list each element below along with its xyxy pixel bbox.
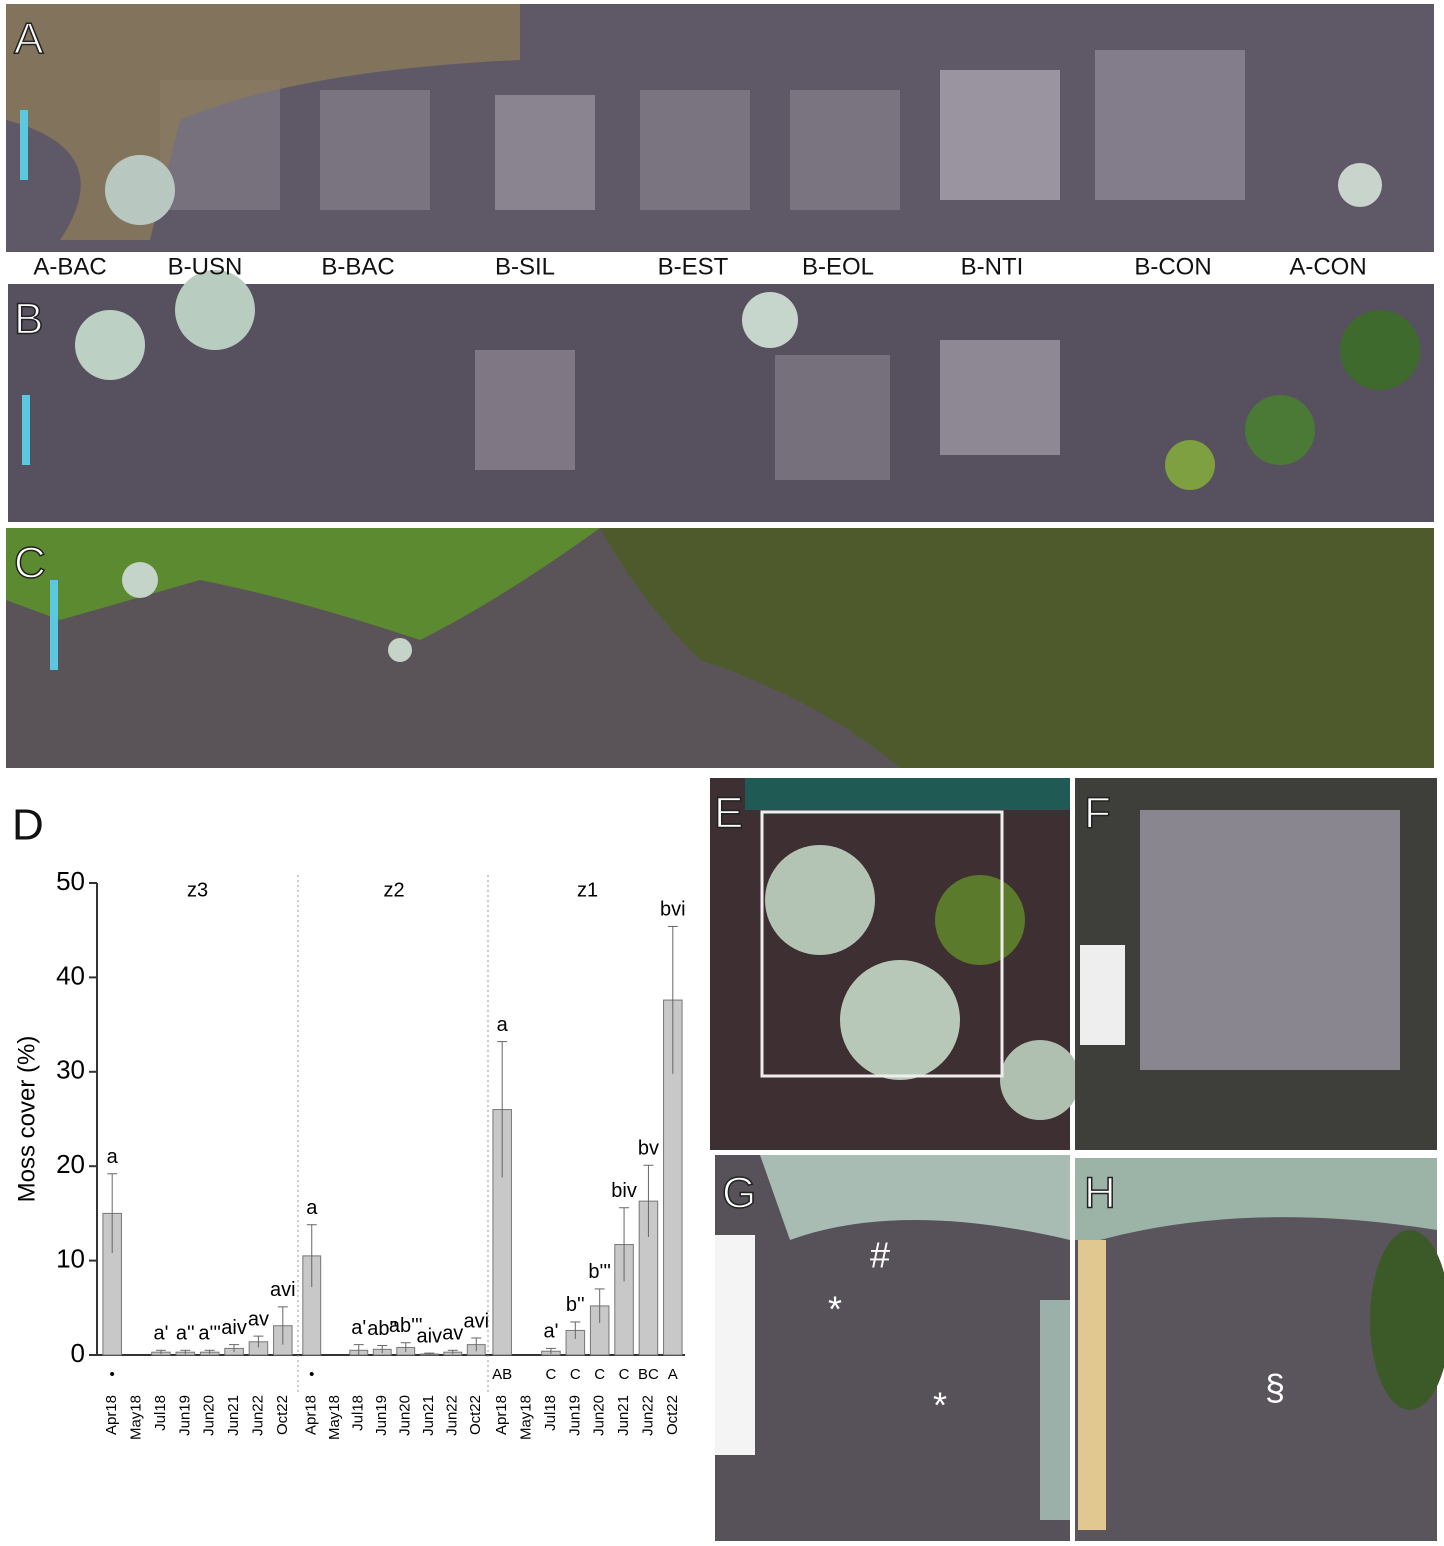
y-tick-label: 30 [56,1055,85,1085]
photo-h [1075,1158,1444,1541]
treatment-label: B-BAC [321,253,394,280]
significance-letter: a [306,1197,318,1219]
photo-e [710,778,1080,1150]
photo-mark: * [828,1289,842,1330]
x-tick-label: Jun22 [444,1395,461,1436]
significance-letter: a [107,1146,119,1168]
x-tick-label: Jun21 [420,1395,437,1436]
significance-letter: biv [611,1180,637,1202]
panel-title: z3 [187,879,208,901]
y-tick-label: 0 [71,1338,85,1368]
x-tick-label: May18 [128,1395,145,1440]
treatment-label: B-EST [658,253,729,280]
treatment-label: B-SIL [495,253,555,280]
significance-letter: b''' [588,1261,611,1283]
x-tick-label: Apr18 [493,1395,510,1435]
panel-label: G [722,1169,756,1218]
panel-title: z1 [577,879,598,901]
treatment-label: B-USN [168,253,243,280]
treatment-label: B-EOL [802,253,874,280]
treatment-label: A-BAC [33,253,106,280]
x-tick-label: Jun20 [201,1395,218,1436]
y-tick-label: 50 [56,866,85,896]
x-tick-label: Jun20 [397,1395,414,1436]
photo-mark: # [870,1235,890,1276]
group-label: C [546,1366,557,1383]
significance-letter: a [497,1014,509,1036]
x-tick-label: Jul18 [152,1395,169,1431]
y-axis-label: Moss cover (%) [13,1036,40,1203]
x-tick-label: May18 [326,1395,343,1440]
significance-letter: aiv [221,1317,247,1339]
x-tick-label: May18 [518,1395,535,1440]
significance-letter: bvi [660,899,686,921]
panel-label: F [1084,789,1111,838]
significance-letter: avi [270,1279,296,1301]
photo-mark: * [933,1385,947,1426]
significance-letter: a'' [176,1323,195,1345]
panel-label: C [14,539,46,588]
photo-a [6,4,1434,252]
x-tick-label: Jul18 [350,1395,367,1431]
x-tick-label: Jun22 [249,1395,266,1436]
figure: A B C D E F G H # * * § A-BAC B-USN B-BAC B… [0,0,1444,1541]
panel-label: B [14,295,43,344]
panel-label: H [1084,1169,1116,1218]
y-tick-label: 40 [56,960,85,990]
group-label: C [570,1366,581,1383]
x-tick-label: Oct22 [467,1395,484,1435]
x-tick-label: Apr18 [303,1395,320,1435]
x-tick-label: Jun19 [176,1395,193,1436]
significance-letter: avi [463,1310,489,1332]
significance-letter: bv [638,1138,659,1160]
treatment-label: A-CON [1289,253,1366,280]
significance-letter: aiv [416,1325,442,1347]
group-label: • [110,1366,115,1383]
x-tick-label: Apr18 [103,1395,120,1435]
group-label: BC [638,1366,659,1383]
significance-letter: av [442,1323,463,1345]
x-tick-label: Jun22 [639,1395,656,1436]
y-tick-label: 10 [56,1243,85,1273]
panel-label: A [14,15,44,64]
significance-letter: a''' [198,1323,221,1345]
photo-g [715,1155,1070,1541]
photo-b [8,270,1434,522]
x-tick-label: Jun21 [615,1395,632,1436]
significance-letter: b'' [566,1294,585,1316]
significance-letter: a' [351,1317,366,1339]
photo-f [1075,778,1437,1150]
x-tick-label: Oct22 [274,1395,291,1435]
significance-letter: a' [543,1321,558,1343]
group-label: • [309,1366,314,1383]
group-label: AB [492,1366,512,1383]
x-tick-label: Jul18 [542,1395,559,1431]
panel-label: D [12,801,44,850]
treatment-label: B-CON [1134,253,1211,280]
group-label: A [668,1366,678,1383]
group-label: C [619,1366,630,1383]
y-tick-label: 20 [56,1149,85,1179]
x-tick-label: Oct22 [664,1395,681,1435]
significance-letter: av [248,1308,269,1330]
panel-title: z2 [383,879,404,901]
panel-label: E [714,789,743,838]
x-tick-label: Jun19 [566,1395,583,1436]
significance-letter: a' [153,1323,168,1345]
x-tick-label: Jun19 [373,1395,390,1436]
photo-mark: § [1265,1367,1285,1408]
treatment-label: B-NTI [961,253,1024,280]
group-label: C [594,1366,605,1383]
x-tick-label: Jun20 [591,1395,608,1436]
photo-c [6,528,1434,768]
x-tick-label: Jun21 [225,1395,242,1436]
